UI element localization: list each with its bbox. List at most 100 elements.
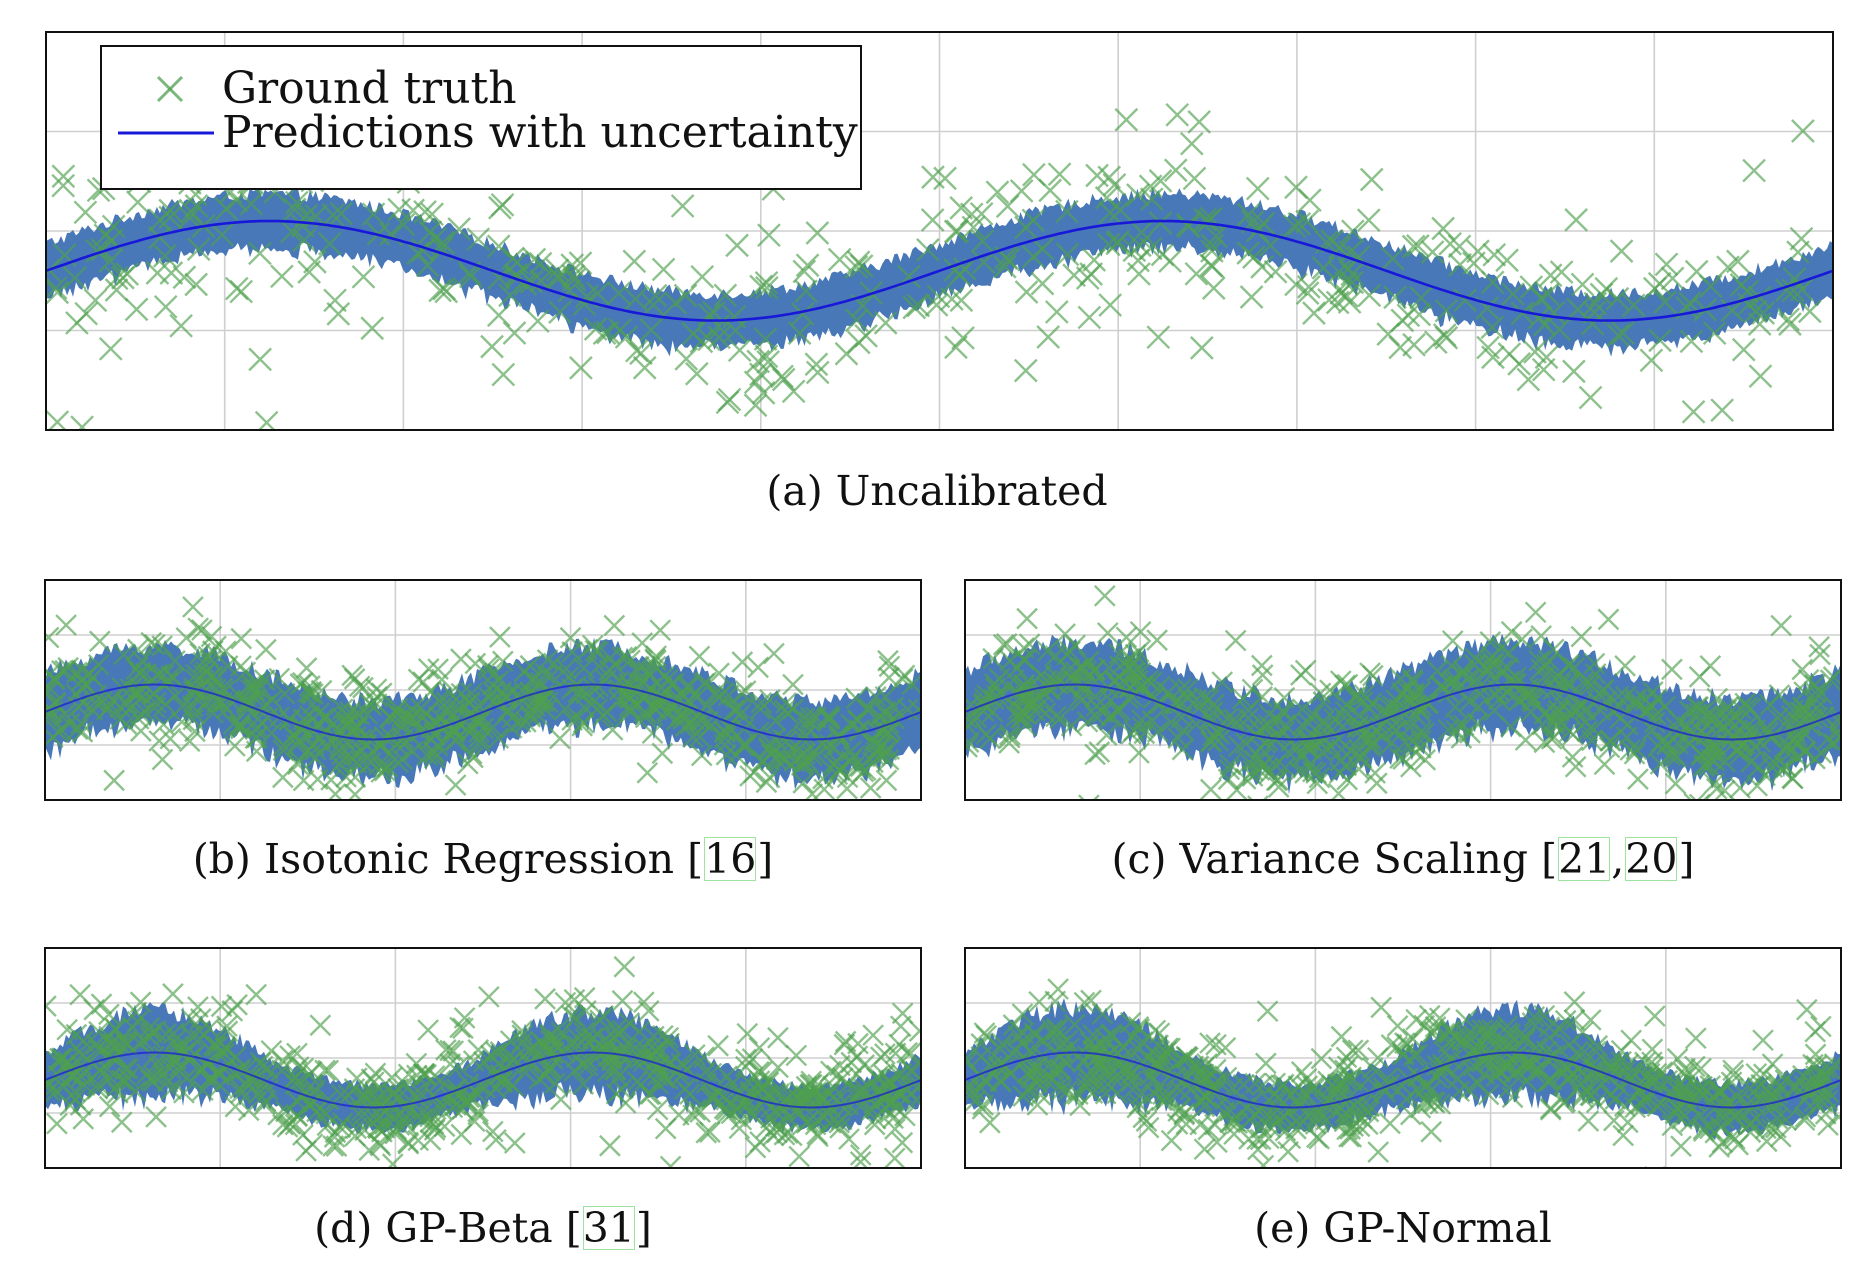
ground-truth-point (1341, 219, 1365, 244)
ground-truth-point (1073, 991, 1096, 1014)
ground-truth-point (1492, 1033, 1515, 1055)
ground-truth-point (1591, 680, 1614, 703)
ground-truth-point (204, 1035, 226, 1058)
ground-truth-point (423, 747, 446, 769)
ground-truth-point (610, 1078, 633, 1100)
ground-truth-point (569, 356, 593, 380)
ground-truth-point (129, 662, 152, 685)
ground-truth-point (708, 662, 730, 685)
ground-truth-point (73, 200, 98, 225)
caption-c-citation[interactable]: [21,20] (1541, 835, 1695, 883)
ground-truth-point (1330, 1097, 1352, 1120)
ground-truth-point (1318, 1089, 1340, 1111)
ground-truth-point (788, 1145, 811, 1168)
ground-truth-point (965, 1051, 978, 1074)
ground-truth-point (1044, 990, 1067, 1013)
ground-truth-point (1294, 762, 1316, 784)
ground-truth-point (1389, 747, 1411, 770)
ground-truth-point (1816, 728, 1839, 751)
ground-truth-point (623, 287, 648, 311)
ground-truth-point (611, 989, 634, 1012)
ground-truth-point (1009, 179, 1034, 203)
caption-b-text: (b) Isotonic Regression (192, 835, 675, 883)
ground-truth-point (284, 1067, 306, 1089)
ground-truth-point (1606, 323, 1630, 348)
ground-truth-point (226, 993, 248, 1016)
citation-link[interactable]: 16 (704, 835, 757, 883)
ground-truth-point (1087, 1051, 1110, 1074)
citation-link[interactable]: 31 (582, 1204, 635, 1252)
ground-truth-point (1120, 723, 1142, 745)
ground-truth-point (1176, 687, 1199, 710)
ground-truth-point (1095, 724, 1118, 746)
caption-b-citation[interactable]: [16] (687, 835, 774, 883)
ground-truth-point (49, 1047, 71, 1070)
ground-truth-point (112, 643, 135, 666)
ground-truth-point (1673, 1062, 1696, 1085)
ground-truth-point (1202, 693, 1225, 716)
ground-truth-point (417, 1019, 439, 1041)
citation-link[interactable]: 21 (1558, 835, 1611, 883)
caption-d-citation[interactable]: [31] (565, 1204, 652, 1252)
ground-truth-point (1016, 1062, 1039, 1084)
ground-truth-point (1359, 167, 1384, 192)
ground-truth-point (794, 1085, 817, 1107)
ground-truth-point (1698, 705, 1720, 727)
ground-truth-point (949, 196, 974, 220)
panel-e (964, 947, 1842, 1169)
ground-truth-point (690, 264, 715, 289)
ground-truth-point (356, 1087, 379, 1109)
ground-truth-point (845, 687, 868, 710)
ground-truth-point (773, 699, 796, 722)
ground-truth-point (1312, 691, 1335, 713)
ground-truth-point (329, 201, 354, 226)
ground-truth-point (328, 738, 351, 761)
ground-truth-point (247, 1082, 270, 1105)
ground-truth-point (1147, 1056, 1170, 1078)
ground-truth-point (1612, 1124, 1635, 1147)
legend-prediction-label: Predictions with uncertainty (222, 107, 858, 158)
ground-truth-point (325, 727, 347, 750)
ground-truth-point (1386, 1015, 1409, 1037)
ground-truth-point (148, 663, 171, 686)
ground-truth-point (1114, 107, 1139, 132)
ground-truth-point (836, 1073, 859, 1096)
ground-truth-point (45, 726, 64, 749)
ground-truth-point (805, 221, 830, 245)
ground-truth-point (1360, 692, 1383, 715)
ground-truth-point (472, 1051, 495, 1073)
ground-truth-point (1084, 743, 1106, 766)
ground-truth-point (1340, 270, 1365, 295)
ground-truth-point (613, 955, 636, 978)
prediction-line (965, 683, 1841, 741)
ground-truth-point (1158, 249, 1182, 273)
ground-truth-point (1513, 1029, 1536, 1052)
ground-truth-point (684, 1043, 706, 1066)
ground-truth-point (707, 325, 731, 350)
ground-truth-point (299, 675, 321, 697)
ground-truth-point (979, 1111, 1001, 1134)
ground-truth-point (1250, 654, 1273, 677)
ground-truth-point (901, 673, 921, 696)
ground-truth-point (1265, 769, 1288, 792)
ground-truth-point (550, 1021, 573, 1044)
ground-truth-point (98, 1003, 120, 1026)
ground-truth-point (286, 1042, 308, 1065)
ground-truth-point (1250, 255, 1274, 279)
ground-truth-point (1396, 1033, 1418, 1055)
ground-truth-point (992, 254, 1017, 279)
ground-truth-point (1200, 239, 1224, 263)
ground-truth-point (1083, 659, 1106, 681)
ground-truth-point (743, 370, 768, 395)
ground-truth-point (713, 283, 738, 308)
citation-link[interactable]: 20 (1625, 835, 1678, 883)
ground-truth-point (488, 195, 512, 220)
axes-frame (964, 947, 1842, 1169)
ground-truth-point (1770, 614, 1793, 637)
ground-truth-point (1597, 608, 1620, 631)
ground-truth-point (782, 673, 804, 696)
ground-truth-point (317, 231, 342, 256)
ground-truth-point (45, 706, 63, 729)
ground-truth-point (1614, 655, 1636, 677)
ground-truth-point (324, 783, 347, 800)
